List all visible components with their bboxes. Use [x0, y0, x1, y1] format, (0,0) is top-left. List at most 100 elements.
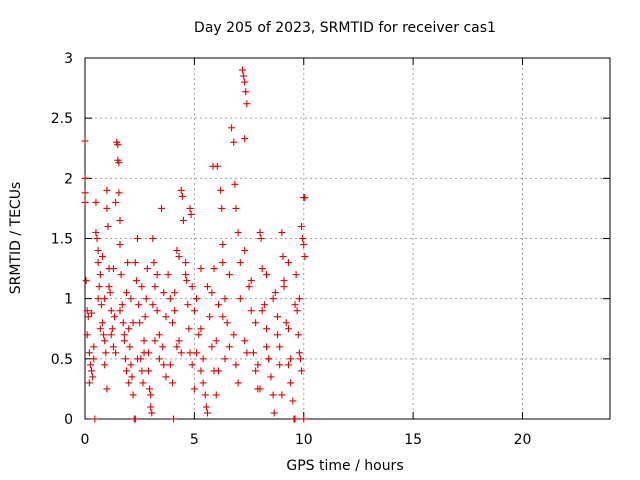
data-point: [84, 313, 92, 321]
data-point: [131, 415, 139, 423]
data-point: [298, 222, 306, 230]
data-point: [160, 289, 168, 297]
data-point: [274, 331, 281, 339]
data-point: [96, 271, 104, 279]
data-point: [263, 325, 271, 333]
data-point: [151, 283, 159, 291]
data-point: [177, 349, 185, 357]
data-point: [93, 235, 101, 242]
data-point: [149, 235, 157, 242]
data-point: [114, 141, 122, 149]
data-point: [100, 331, 108, 339]
x-tick-label: 20: [514, 432, 532, 448]
data-point: [201, 391, 209, 399]
data-point: [140, 337, 148, 345]
data-point: [284, 259, 292, 267]
data-point: [298, 367, 306, 375]
data-point: [108, 325, 116, 333]
data-point: [171, 289, 179, 297]
data-point: [131, 259, 139, 267]
y-tick-label: 1.5: [51, 232, 73, 248]
data-point: [83, 331, 91, 339]
data-point: [101, 337, 109, 345]
data-point: [252, 319, 260, 327]
data-point: [160, 361, 168, 369]
data-point: [136, 319, 144, 327]
data-point: [91, 415, 99, 423]
data-points: [81, 66, 309, 423]
data-point: [127, 295, 135, 303]
data-point: [104, 222, 112, 230]
data-point: [169, 319, 176, 327]
data-point: [247, 307, 255, 315]
data-point: [243, 349, 251, 357]
data-point: [86, 361, 94, 369]
data-point: [219, 259, 227, 267]
data-point: [124, 259, 132, 267]
data-point: [153, 307, 161, 315]
data-point: [149, 301, 157, 309]
data-point: [81, 189, 89, 197]
data-point: [300, 241, 308, 249]
data-point: [249, 349, 257, 357]
data-point: [147, 403, 155, 411]
data-point: [260, 301, 268, 309]
data-point: [175, 337, 183, 345]
data-point: [284, 361, 292, 369]
data-point: [128, 373, 136, 381]
data-point: [159, 343, 167, 351]
data-point: [81, 198, 89, 206]
data-point: [293, 307, 301, 315]
data-point: [134, 355, 141, 363]
data-point: [301, 253, 309, 261]
data-point: [103, 186, 111, 194]
y-axis-label: SRMTID / TECUs: [8, 182, 24, 295]
data-point: [193, 295, 201, 303]
data-point: [105, 283, 113, 291]
data-point: [186, 349, 194, 357]
data-point: [241, 337, 249, 345]
data-point: [123, 289, 131, 297]
data-point: [204, 409, 211, 417]
data-point: [197, 265, 205, 273]
data-point: [142, 295, 150, 303]
data-point: [296, 355, 304, 363]
data-point: [258, 307, 266, 315]
data-point: [245, 283, 253, 291]
data-point: [265, 355, 273, 363]
y-tick-label: 1: [64, 292, 73, 308]
data-point: [85, 379, 93, 387]
data-point: [141, 313, 149, 321]
data-point: [271, 289, 279, 297]
data-point: [294, 331, 302, 339]
data-point: [257, 235, 265, 242]
data-point: [116, 216, 124, 224]
chart-title: Day 205 of 2023, SRMTID for receiver cas…: [194, 20, 496, 36]
data-point: [173, 343, 181, 351]
data-point: [139, 379, 147, 387]
data-point: [254, 361, 262, 369]
data-point: [218, 204, 226, 212]
x-tick-label: 10: [295, 432, 313, 448]
data-point: [90, 343, 98, 351]
data-point: [221, 295, 229, 303]
data-point: [282, 319, 290, 327]
data-point: [278, 228, 286, 236]
data-point: [94, 295, 102, 303]
data-point: [190, 385, 198, 393]
data-point: [243, 100, 251, 108]
data-point: [195, 331, 203, 339]
data-point: [276, 361, 284, 369]
data-point: [90, 355, 98, 363]
data-point: [118, 301, 126, 309]
data-point: [278, 391, 286, 399]
data-point: [199, 379, 207, 387]
data-point: [112, 198, 120, 206]
data-point: [213, 162, 221, 170]
data-point: [99, 319, 106, 327]
data-point: [121, 355, 129, 363]
data-point: [210, 367, 218, 375]
data-point: [166, 295, 174, 303]
data-point: [230, 138, 238, 146]
y-tick-label: 3: [64, 51, 73, 67]
